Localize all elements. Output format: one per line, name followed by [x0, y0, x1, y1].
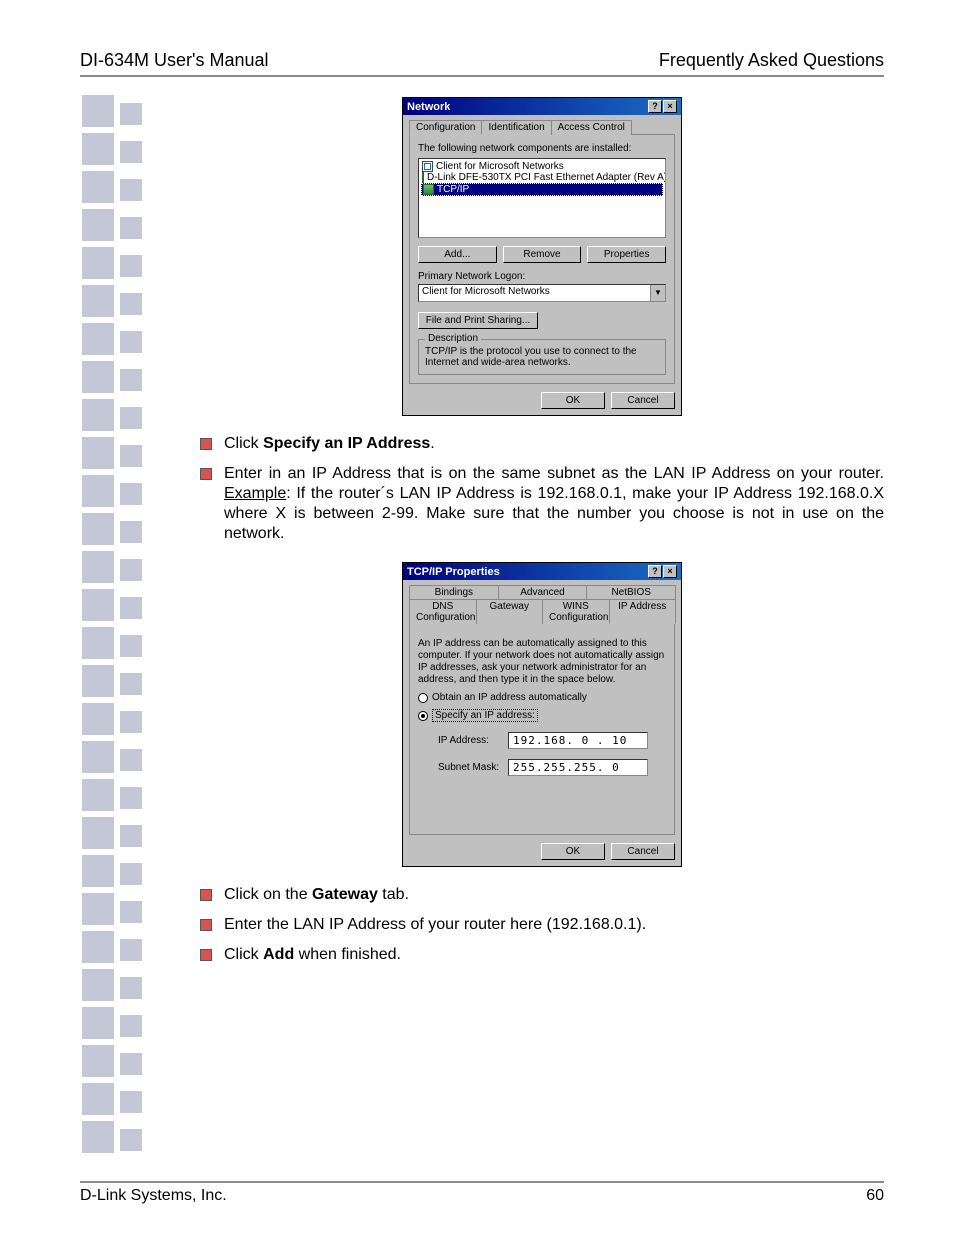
- ip-field[interactable]: 192.168. 0 . 10: [508, 732, 648, 749]
- footer-left: D-Link Systems, Inc.: [80, 1187, 227, 1205]
- help-icon[interactable]: ?: [648, 565, 662, 578]
- tab-configuration[interactable]: Configuration: [409, 120, 482, 135]
- radio-icon: [418, 693, 428, 703]
- tabs: BindingsAdvancedNetBIOS DNS Configuratio…: [409, 584, 675, 623]
- instruction-list-2: Click on the Gateway tab. Enter the LAN I…: [200, 885, 884, 965]
- list-item-label: D-Link DFE-530TX PCI Fast Ethernet Adapt…: [427, 172, 666, 183]
- ip-desc: An IP address can be automatically assig…: [418, 638, 666, 686]
- cancel-button[interactable]: Cancel: [611, 843, 675, 860]
- footer-page: 60: [866, 1187, 884, 1205]
- mask-label: Subnet Mask:: [438, 762, 508, 773]
- chevron-down-icon[interactable]: ▼: [650, 285, 665, 301]
- list-item[interactable]: TCP/IP: [421, 183, 663, 196]
- tcpip-dialog: TCP/IP Properties ? × BindingsAdvancedNe…: [402, 562, 682, 867]
- net-icon: [422, 172, 424, 183]
- comp-icon: [422, 161, 433, 172]
- tab-dns-configuration[interactable]: DNS Configuration: [409, 599, 477, 624]
- logon-value: Client for Microsoft Networks: [419, 285, 650, 301]
- list-item[interactable]: Client for Microsoft Networks: [421, 161, 663, 172]
- instruction-item: Click Add when finished.: [200, 945, 884, 965]
- tab-wins-configuration[interactable]: WINS Configuration: [542, 599, 610, 624]
- titlebar: Network ? ×: [403, 98, 681, 115]
- net-icon: [423, 184, 434, 195]
- instruction-list-1: Click Specify an IP Address. Enter in an …: [200, 434, 884, 544]
- instruction-item: Enter in an IP Address that is on the sa…: [200, 464, 884, 544]
- close-icon[interactable]: ×: [663, 100, 677, 113]
- tab-advanced[interactable]: Advanced: [498, 585, 588, 599]
- tab-access-control[interactable]: Access Control: [551, 120, 632, 135]
- header-rule: [80, 75, 884, 77]
- radio2-label: Specify an IP address:: [432, 709, 538, 722]
- instruction-item: Enter the LAN IP Address of your router …: [200, 915, 884, 935]
- cancel-button[interactable]: Cancel: [611, 392, 675, 409]
- properties-button[interactable]: Properties: [587, 246, 666, 263]
- intro-text: The following network components are ins…: [418, 143, 666, 154]
- radio-obtain[interactable]: Obtain an IP address automatically: [418, 692, 666, 703]
- instruction-item: Click on the Gateway tab.: [200, 885, 884, 905]
- close-icon[interactable]: ×: [663, 565, 677, 578]
- ip-label: IP Address:: [438, 735, 508, 746]
- radio-icon: [418, 711, 428, 721]
- header-left: DI-634M User's Manual: [80, 50, 269, 71]
- tabs: ConfigurationIdentificationAccess Contro…: [409, 119, 675, 134]
- tab-identification[interactable]: Identification: [481, 120, 551, 135]
- logon-select[interactable]: Client for Microsoft Networks ▼: [418, 284, 666, 302]
- tab-ip-address[interactable]: IP Address: [609, 599, 677, 624]
- tab-gateway[interactable]: Gateway: [476, 599, 544, 624]
- remove-button[interactable]: Remove: [503, 246, 582, 263]
- add-button[interactable]: Add...: [418, 246, 497, 263]
- description-text: TCP/IP is the protocol you use to connec…: [425, 346, 637, 368]
- file-share-button[interactable]: File and Print Sharing...: [418, 312, 538, 329]
- list-item-label: Client for Microsoft Networks: [436, 161, 564, 172]
- radio-specify[interactable]: Specify an IP address:: [418, 709, 666, 722]
- network-dialog: Network ? × ConfigurationIdentificationA…: [402, 97, 682, 416]
- help-icon[interactable]: ?: [648, 100, 662, 113]
- description-title: Description: [425, 333, 481, 344]
- decorative-strip: [82, 95, 147, 1159]
- ok-button[interactable]: OK: [541, 843, 605, 860]
- tab-netbios[interactable]: NetBIOS: [586, 585, 676, 599]
- header-right: Frequently Asked Questions: [659, 50, 884, 71]
- instruction-item: Click Specify an IP Address.: [200, 434, 884, 454]
- logon-label: Primary Network Logon:: [418, 271, 666, 282]
- radio1-label: Obtain an IP address automatically: [432, 692, 587, 703]
- titlebar: TCP/IP Properties ? ×: [403, 563, 681, 580]
- list-item[interactable]: D-Link DFE-530TX PCI Fast Ethernet Adapt…: [421, 172, 663, 183]
- mask-field[interactable]: 255.255.255. 0: [508, 759, 648, 776]
- dialog1-title: Network: [407, 101, 450, 113]
- tab-bindings[interactable]: Bindings: [409, 585, 499, 599]
- description-group: Description TCP/IP is the protocol you u…: [418, 339, 666, 375]
- ok-button[interactable]: OK: [541, 392, 605, 409]
- dialog2-title: TCP/IP Properties: [407, 566, 500, 578]
- component-listbox[interactable]: Client for Microsoft NetworksD-Link DFE-…: [418, 158, 666, 238]
- list-item-label: TCP/IP: [437, 184, 469, 195]
